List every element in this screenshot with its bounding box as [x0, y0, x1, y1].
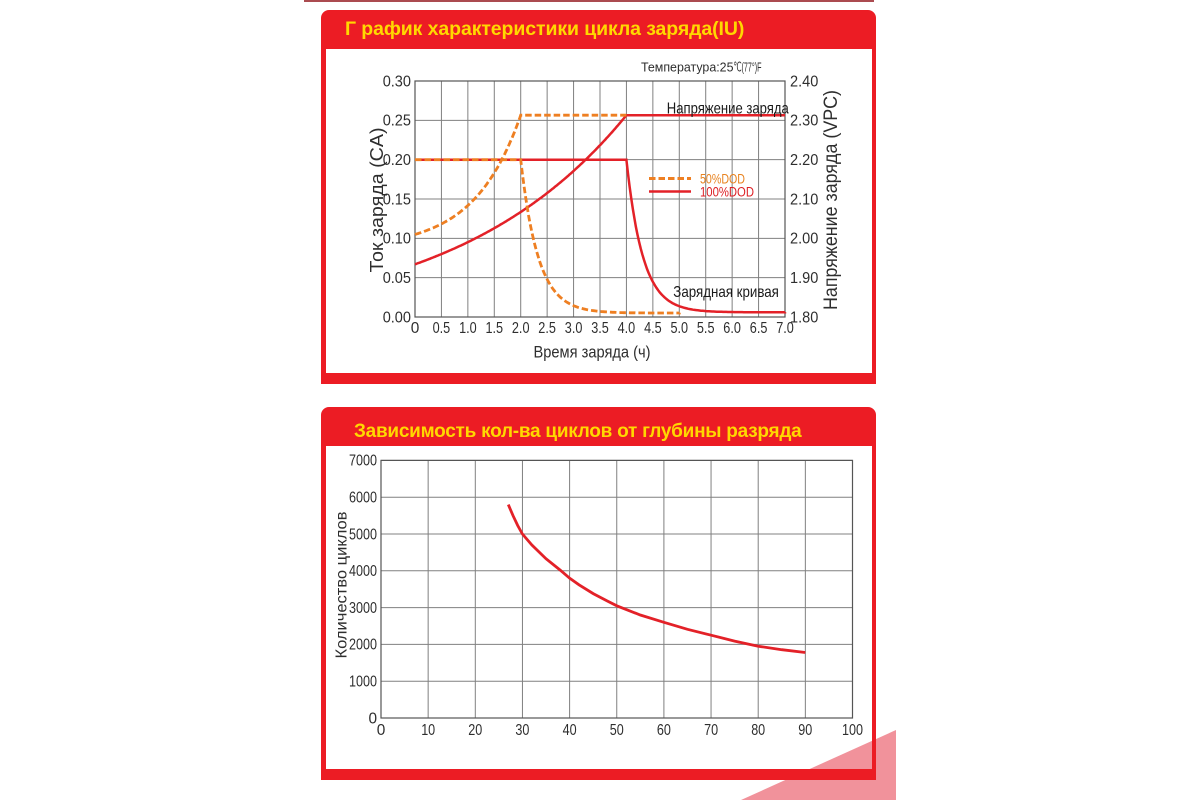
- svg-text:40: 40: [563, 722, 577, 739]
- svg-text:50: 50: [610, 722, 624, 739]
- svg-text:Напряжение заряда (VPC): Напряжение заряда (VPC): [821, 90, 842, 310]
- svg-text:2.00: 2.00: [790, 231, 818, 248]
- svg-text:60: 60: [657, 722, 671, 739]
- svg-text:0: 0: [377, 722, 386, 739]
- svg-text:100%DOD: 100%DOD: [700, 185, 754, 200]
- svg-text:0: 0: [411, 320, 420, 337]
- svg-text:0.10: 0.10: [383, 231, 411, 248]
- svg-text:2.0: 2.0: [512, 320, 530, 337]
- svg-text:70: 70: [704, 722, 718, 739]
- svg-text:7000: 7000: [349, 453, 377, 470]
- svg-text:1000: 1000: [349, 674, 377, 691]
- svg-text:0.30: 0.30: [383, 73, 411, 90]
- svg-text:2.30: 2.30: [790, 113, 818, 130]
- svg-text:100: 100: [842, 722, 863, 739]
- svg-text:10: 10: [421, 722, 435, 739]
- svg-text:80: 80: [751, 722, 765, 739]
- svg-text:4.5: 4.5: [644, 320, 662, 337]
- svg-text:3000: 3000: [349, 600, 377, 617]
- svg-text:2.10: 2.10: [790, 191, 818, 208]
- svg-text:2.40: 2.40: [790, 73, 818, 90]
- svg-text:50%DOD: 50%DOD: [700, 172, 745, 187]
- svg-text:0.25: 0.25: [383, 113, 411, 130]
- svg-text:0.00: 0.00: [383, 309, 411, 326]
- svg-text:0.05: 0.05: [383, 270, 411, 287]
- svg-text:6000: 6000: [349, 490, 377, 507]
- svg-text:3.0: 3.0: [565, 320, 583, 337]
- svg-text:℃(77°)F: ℃(77°)F: [734, 60, 762, 75]
- svg-text:2.20: 2.20: [790, 152, 818, 169]
- svg-text:2000: 2000: [349, 637, 377, 654]
- svg-text:1.5: 1.5: [486, 320, 504, 337]
- svg-text:1.0: 1.0: [459, 320, 477, 337]
- svg-text:Напряжение заряда: Напряжение заряда: [667, 101, 789, 118]
- svg-text:0.5: 0.5: [433, 320, 451, 337]
- svg-text:0.20: 0.20: [383, 152, 411, 169]
- svg-text:1.80: 1.80: [790, 309, 818, 326]
- svg-text:4.0: 4.0: [618, 320, 636, 337]
- svg-text:1.90: 1.90: [790, 270, 818, 287]
- svg-text:Зарядная кривая: Зарядная кривая: [673, 284, 779, 301]
- svg-text:5.5: 5.5: [697, 320, 715, 337]
- svg-text:Ток заряда (CA): Ток заряда (CA): [366, 128, 387, 273]
- svg-text:5.0: 5.0: [671, 320, 689, 337]
- svg-text:6.0: 6.0: [723, 320, 741, 337]
- svg-text:0.15: 0.15: [383, 191, 411, 208]
- svg-text:7.0: 7.0: [776, 320, 794, 337]
- svg-text:4000: 4000: [349, 563, 377, 580]
- svg-text:5000: 5000: [349, 526, 377, 543]
- svg-text:Температура:25: Температура:25: [641, 60, 734, 75]
- svg-text:90: 90: [798, 722, 812, 739]
- svg-text:30: 30: [515, 722, 529, 739]
- svg-text:6.5: 6.5: [750, 320, 768, 337]
- svg-text:20: 20: [468, 722, 482, 739]
- svg-text:3.5: 3.5: [591, 320, 609, 337]
- svg-text:0: 0: [368, 710, 377, 727]
- svg-text:Количество циклов: Количество циклов: [334, 512, 351, 659]
- svg-text:Время заряда (ч): Время заряда (ч): [534, 343, 651, 362]
- svg-text:2.5: 2.5: [538, 320, 556, 337]
